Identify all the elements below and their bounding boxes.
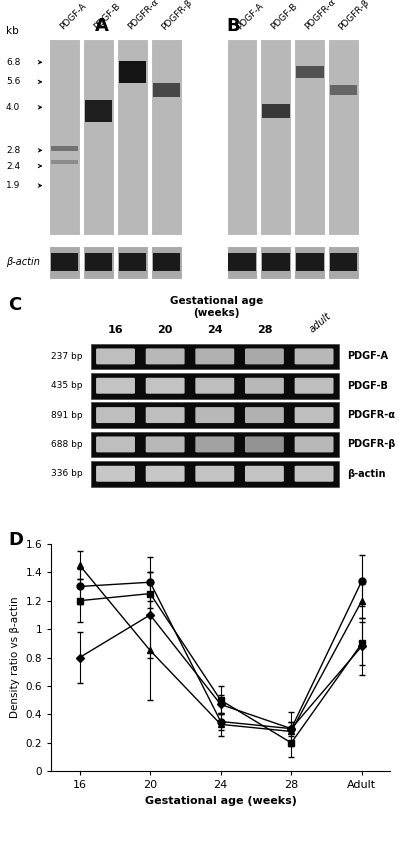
Bar [294,245,324,278]
FancyBboxPatch shape [195,466,234,481]
Bar [261,253,289,272]
Bar [49,245,80,278]
Bar [329,85,356,95]
Text: 24: 24 [207,325,222,334]
Text: PDGF-A: PDGF-A [346,351,387,361]
Bar [91,402,338,428]
Text: PDGF-B: PDGF-B [269,2,299,32]
Bar [151,39,181,234]
FancyBboxPatch shape [96,466,135,481]
Text: C: C [8,296,21,315]
Text: A: A [95,17,108,35]
Text: PDGF-B: PDGF-B [346,381,387,391]
Text: β-actin: β-actin [6,257,40,267]
Bar [328,245,358,278]
Bar [294,39,324,234]
Text: 6.8: 6.8 [6,58,20,67]
Text: PDGFR-α: PDGFR-α [126,0,160,32]
FancyBboxPatch shape [244,407,283,423]
FancyBboxPatch shape [195,437,234,453]
Bar [328,39,358,234]
Text: 891 bp: 891 bp [51,410,83,420]
Bar [83,245,113,278]
Text: 336 bp: 336 bp [51,470,83,478]
FancyBboxPatch shape [96,437,135,453]
Bar [260,245,290,278]
Text: PDGFR-β: PDGFR-β [336,0,371,32]
FancyBboxPatch shape [294,349,333,365]
Text: 20: 20 [157,325,172,334]
Bar [118,61,146,83]
FancyBboxPatch shape [294,378,333,393]
Text: PDGF-A: PDGF-A [58,2,88,32]
Text: 2.4: 2.4 [6,162,20,171]
Text: Gestational age
(weeks): Gestational age (weeks) [170,296,263,318]
FancyBboxPatch shape [145,378,184,393]
Text: 688 bp: 688 bp [51,440,83,449]
Text: 16: 16 [107,325,123,334]
Bar [85,253,112,272]
FancyBboxPatch shape [294,466,333,481]
Bar [260,39,290,234]
Bar [117,39,148,234]
Bar [91,431,338,458]
Bar [226,245,257,278]
Text: 28: 28 [256,325,271,334]
FancyBboxPatch shape [145,349,184,365]
Text: D: D [8,531,23,549]
Bar [151,245,181,278]
Text: B: B [226,17,240,35]
Text: 4.0: 4.0 [6,103,20,112]
Bar [152,83,180,96]
Text: 2.8: 2.8 [6,146,20,155]
Bar [152,253,180,272]
Bar [295,253,323,272]
FancyBboxPatch shape [145,466,184,481]
Text: PDGFR-α: PDGFR-α [303,0,337,32]
Bar [261,104,289,118]
Bar [329,253,356,272]
Bar [85,101,112,122]
Text: 1.9: 1.9 [6,181,20,190]
FancyBboxPatch shape [294,437,333,453]
FancyBboxPatch shape [244,378,283,393]
FancyBboxPatch shape [96,349,135,365]
Bar [118,253,146,272]
Bar [91,373,338,398]
Bar [91,343,338,369]
FancyBboxPatch shape [195,378,234,393]
Bar [51,146,78,151]
Text: 237 bp: 237 bp [51,352,83,361]
Bar [117,245,148,278]
Bar [295,66,323,78]
Bar [49,39,80,234]
Text: PDGFR-β: PDGFR-β [346,439,394,449]
Bar [91,461,338,486]
Bar [83,39,113,234]
Text: PDGFR-α: PDGFR-α [346,410,394,420]
Bar [51,253,78,272]
FancyBboxPatch shape [145,437,184,453]
Text: PDGFR-β: PDGFR-β [160,0,194,32]
FancyBboxPatch shape [96,378,135,393]
FancyBboxPatch shape [96,407,135,423]
Text: kb: kb [6,26,19,36]
Bar [226,39,257,234]
Bar [51,160,78,164]
FancyBboxPatch shape [244,466,283,481]
FancyBboxPatch shape [294,407,333,423]
FancyBboxPatch shape [244,349,283,365]
FancyBboxPatch shape [195,349,234,365]
Text: PDGF-A: PDGF-A [235,2,265,32]
Text: 5.6: 5.6 [6,77,20,86]
FancyBboxPatch shape [195,407,234,423]
FancyBboxPatch shape [244,437,283,453]
Text: adult: adult [307,310,332,334]
Text: PDGF-B: PDGF-B [92,2,122,32]
Bar [228,253,255,272]
Text: β-actin: β-actin [346,469,384,479]
FancyBboxPatch shape [145,407,184,423]
Text: 435 bp: 435 bp [51,382,83,390]
